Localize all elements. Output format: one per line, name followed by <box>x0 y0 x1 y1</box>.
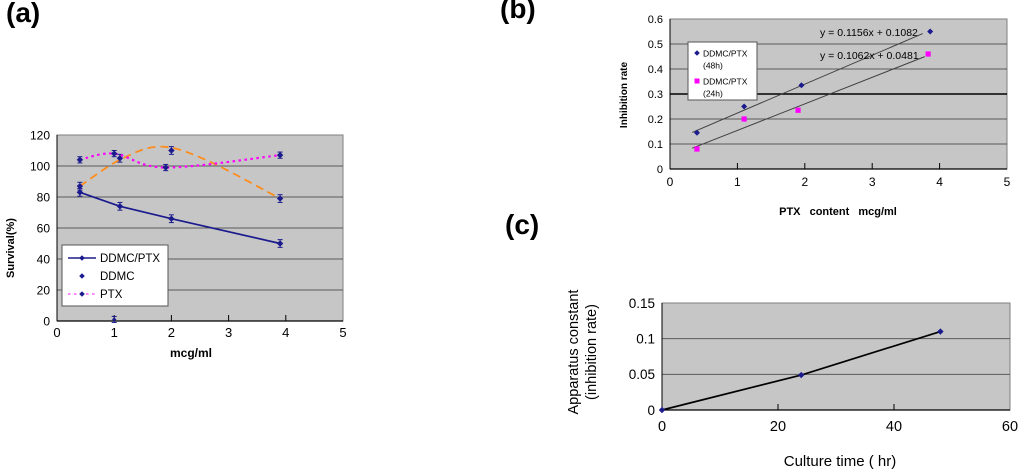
x-tick-label: 3 <box>225 325 232 340</box>
series-line <box>79 152 281 169</box>
x-axis-title: Culture time ( hr) <box>784 453 897 470</box>
data-point-marker <box>112 317 117 322</box>
data-point-marker <box>79 273 85 279</box>
trendline <box>692 56 925 149</box>
legend-item-label: DDMC/PTX <box>100 253 160 265</box>
x-tick-label: 5 <box>1004 175 1011 189</box>
series-line <box>79 145 281 200</box>
x-tick-label: 40 <box>886 419 902 435</box>
data-point-marker <box>694 78 700 84</box>
data-point-marker <box>76 182 84 190</box>
y-tick-label: 0.05 <box>629 367 655 382</box>
data-point-marker <box>927 28 934 35</box>
data-point-marker <box>937 328 944 335</box>
x-tick-label: 0 <box>667 175 674 189</box>
x-tick-label: 2 <box>801 175 808 189</box>
x-tick-label: 1 <box>111 325 118 340</box>
y-tick-label: 120 <box>30 128 50 142</box>
data-point-marker <box>658 406 666 414</box>
data-point-marker <box>76 189 84 196</box>
y-axis-title-line2: (inhibition rate) <box>584 304 600 400</box>
data-point-marker <box>116 155 124 162</box>
y-tick-label: 0 <box>43 314 50 328</box>
legend-item-label: PTX <box>100 289 123 301</box>
y-tick-label: 80 <box>37 190 51 204</box>
data-point-marker <box>693 129 700 136</box>
legend-item-sublabel: (24h) <box>703 89 723 99</box>
data-point-marker <box>111 150 118 157</box>
data-point-marker <box>168 147 175 154</box>
legend-item-sublabel: (48h) <box>703 61 723 71</box>
panel-label-a: (a) <box>6 0 41 28</box>
chart-b: 0 0.1 0.2 0.3 0.4 0.5 0.6 0 1 2 3 4 5 Inhibition rate… <box>619 14 1011 218</box>
y-tick-label: 0.1 <box>636 332 655 347</box>
legend-item-label: DDMC/PTX <box>703 77 748 87</box>
x-axis-title: PTX content mcg/ml <box>779 206 897 218</box>
y-axis-title: Survival(%) <box>5 218 17 278</box>
x-axis-title: mcg/ml <box>170 346 212 360</box>
chart-a: 0 20 40 60 80 100 120 0 1 2 3 4 5 Survival(%) mcg/ml DD… <box>5 128 347 360</box>
y-tick-label: 60 <box>37 221 51 235</box>
y-tick-label: 0.15 <box>629 296 655 311</box>
x-tick-label: 4 <box>282 325 289 340</box>
data-point-marker <box>741 103 748 110</box>
x-tick-label: 1 <box>734 175 741 189</box>
legend-item-label: DDMC/PTX <box>703 49 748 59</box>
data-point-marker <box>925 51 931 57</box>
data-point-marker <box>116 203 124 210</box>
y-tick-label: 40 <box>37 252 51 266</box>
trendline-equation: y = 0.1156x + 0.1082 <box>820 27 918 39</box>
data-point-marker <box>694 146 700 152</box>
data-point-marker <box>694 50 700 56</box>
y-axis-title-line1: Apparatus constant <box>566 290 582 415</box>
y-tick-label: 0.2 <box>648 114 663 126</box>
legend-item-label: DDMC <box>100 271 135 283</box>
x-tick-label: 0 <box>658 419 666 435</box>
y-axis-title: Inhibition rate <box>619 62 630 129</box>
x-tick-label: 5 <box>339 325 346 340</box>
data-point-marker <box>168 215 175 222</box>
y-tick-label: 0.4 <box>648 64 663 76</box>
y-tick-label: 20 <box>37 283 51 297</box>
panel-label-b: (b) <box>500 0 536 24</box>
plot-background <box>661 302 1011 411</box>
x-tick-label: 60 <box>1002 419 1018 435</box>
data-point-marker <box>276 240 284 247</box>
data-point-marker <box>79 291 85 297</box>
x-tick-label: 2 <box>168 325 175 340</box>
chart-c: 0 0.05 0.1 0.15 0 20 40 60 Apparatus constant (in… <box>566 290 1018 470</box>
y-tick-label: 0.6 <box>648 14 663 26</box>
legend-box <box>687 41 758 101</box>
x-tick-label: 20 <box>770 419 786 435</box>
data-point-marker <box>798 82 805 89</box>
y-tick-label: 0.5 <box>648 39 663 51</box>
y-tick-label: 100 <box>30 159 50 173</box>
data-point-marker <box>741 116 747 122</box>
legend-box <box>61 244 169 307</box>
panel-label-c: (c) <box>505 209 540 240</box>
data-point-marker <box>162 164 169 171</box>
x-tick-label: 4 <box>936 175 943 189</box>
trendline-equation: y = 0.1062x + 0.0481 <box>820 50 919 62</box>
x-tick-label: 3 <box>869 175 876 189</box>
trendline <box>692 33 923 133</box>
x-tick-label: 0 <box>53 325 60 340</box>
y-tick-label: 0 <box>657 164 663 176</box>
data-point-marker <box>276 151 284 159</box>
data-point-marker <box>79 255 85 261</box>
y-tick-label: 0.3 <box>648 89 663 101</box>
data-point-marker <box>798 371 805 379</box>
y-tick-label: 0.1 <box>648 139 663 151</box>
series-line <box>79 191 281 245</box>
data-point-marker <box>276 195 284 202</box>
data-point-marker <box>76 156 84 163</box>
y-tick-label: 0 <box>647 403 655 418</box>
data-point-marker <box>795 107 801 113</box>
